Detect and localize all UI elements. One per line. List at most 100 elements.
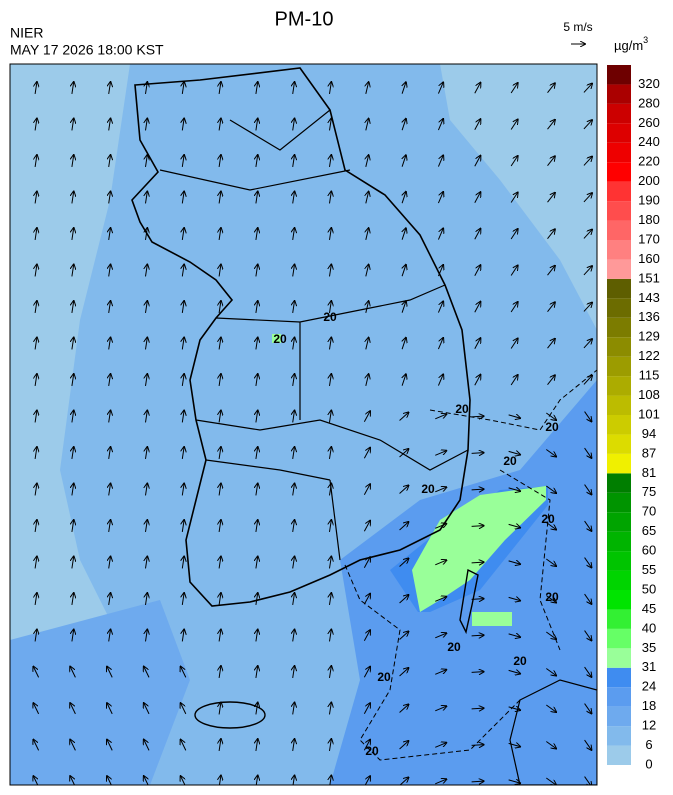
wind-arrow	[546, 704, 556, 712]
wind-arrow	[72, 447, 74, 460]
colorbar-label: 115	[639, 368, 660, 383]
wind-arrow	[399, 741, 409, 750]
wind-arrows	[33, 82, 592, 785]
colorbar-label: 280	[638, 95, 660, 110]
wind-arrow	[181, 740, 187, 751]
wind-arrow	[293, 228, 295, 241]
wind-arrow	[363, 630, 370, 642]
wind-arrow	[329, 666, 331, 679]
wind-arrow	[182, 484, 184, 496]
wind-arrow	[471, 416, 484, 417]
wind-arrow	[293, 119, 295, 131]
wind-arrow	[363, 484, 370, 496]
wind-arrow	[399, 631, 409, 640]
wind-arrow	[109, 155, 111, 168]
wind-arrow	[366, 338, 369, 350]
wind-arrow	[35, 338, 37, 350]
field-green-3	[272, 334, 281, 343]
wind-arrow	[437, 119, 443, 131]
wind-arrow	[471, 635, 484, 636]
wind-arrow	[584, 593, 592, 604]
wind-arrow	[35, 265, 37, 277]
wind-arrow	[146, 338, 148, 350]
wind-arrow	[219, 447, 221, 460]
wind-arrow	[293, 411, 295, 423]
contour-labels: 20 20 20 20 20 20 20 20 20 20 20 20	[273, 310, 559, 758]
wind-arrow	[437, 301, 443, 313]
colorbar-band	[607, 473, 631, 493]
colorbar-band	[607, 648, 631, 668]
wind-arrow	[219, 374, 221, 387]
wind-arrow	[109, 192, 111, 204]
colorbar-label: 70	[642, 504, 656, 519]
wind-arrow	[219, 630, 221, 642]
wind-arrow	[474, 375, 481, 386]
wind-arrow	[256, 155, 258, 168]
wind-arrow	[182, 119, 184, 131]
wind-arrow	[293, 666, 295, 679]
colorbar-band	[607, 687, 631, 707]
wind-arrow	[70, 740, 76, 751]
wind-arrow	[329, 374, 331, 387]
unit-text: µg/m	[614, 38, 643, 53]
wind-arrow	[363, 594, 370, 605]
wind-arrow	[437, 155, 443, 167]
colorbar-band	[607, 298, 631, 318]
wind-arrow	[72, 520, 74, 533]
wind-arrow	[109, 630, 111, 642]
wind-arrow	[256, 228, 258, 241]
wind-arrow	[584, 630, 592, 641]
wind-arrow	[329, 301, 331, 314]
wind-arrow	[219, 666, 221, 679]
wind-arrow	[182, 155, 184, 168]
wind-arrow	[510, 229, 518, 240]
wind-arrow	[510, 156, 518, 167]
wind-arrow	[256, 557, 258, 569]
wind-arrow	[546, 412, 556, 420]
colorbar-band	[607, 434, 631, 454]
wind-arrow	[583, 84, 592, 93]
contour-label: 20	[273, 332, 287, 346]
wind-arrow	[144, 703, 150, 715]
wind-arrow	[146, 192, 148, 204]
wind-arrow	[329, 411, 331, 423]
colorbar-label: 190	[638, 193, 660, 208]
wind-arrow	[35, 155, 37, 168]
contour-label: 20	[455, 402, 469, 416]
wind-arrow	[182, 228, 184, 241]
wind-arrow	[109, 593, 111, 606]
wind-arrow	[35, 630, 37, 642]
wind-arrow	[471, 599, 484, 600]
wind-arrow	[72, 192, 74, 204]
wind-arrow	[399, 522, 409, 531]
wind-arrow	[144, 776, 149, 785]
wind-arrow	[435, 414, 446, 420]
wind-arrow	[219, 776, 221, 785]
wind-arrow	[329, 338, 331, 350]
wind-arrow	[107, 703, 113, 715]
colorbar-band	[607, 492, 631, 513]
wind-arrow	[363, 703, 370, 715]
wind-arrow	[584, 484, 592, 495]
colorbar-band	[607, 103, 631, 124]
wind-arrow	[35, 374, 37, 387]
wind-arrow	[474, 302, 481, 313]
wind-arrow	[109, 447, 111, 460]
wind-arrow	[364, 776, 370, 785]
wind-arrow	[72, 155, 74, 168]
wind-arrow	[584, 666, 592, 677]
wind-arrow	[109, 557, 111, 569]
wind-arrow	[435, 706, 446, 712]
wind-arrow	[35, 447, 37, 460]
wind-arrow	[146, 301, 148, 314]
wind-arrow	[435, 451, 446, 456]
wind-arrow	[508, 561, 521, 564]
wind-arrow	[366, 192, 369, 204]
tsushima	[459, 568, 479, 635]
wind-arrow	[474, 229, 481, 240]
wind-arrow	[181, 703, 187, 715]
map: 20 20 20 20 20 20 20 20 20 20 20 20	[10, 64, 597, 785]
wind-arrow	[219, 119, 221, 131]
wind-arrow	[146, 557, 148, 569]
wind-arrow	[366, 155, 369, 167]
